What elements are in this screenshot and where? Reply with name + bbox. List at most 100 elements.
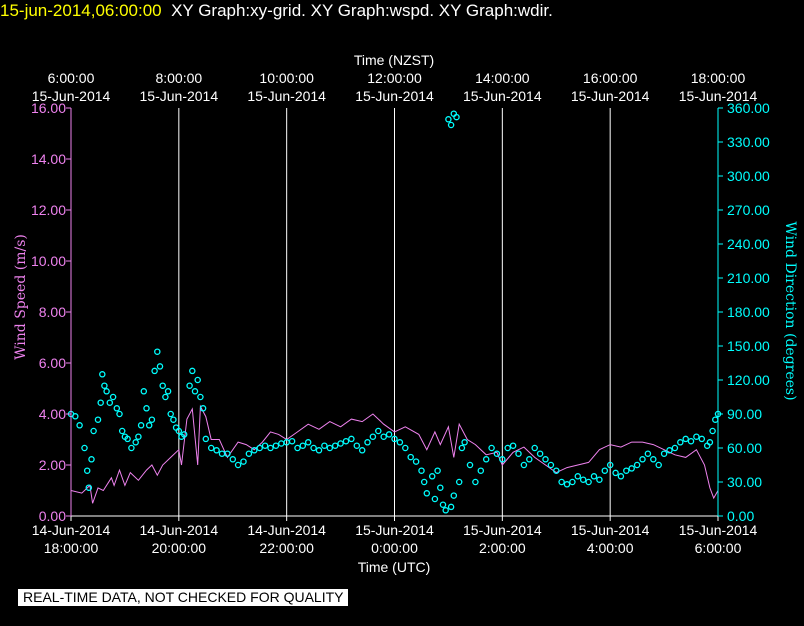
right-tick-label: 30.00	[727, 474, 762, 490]
top-tick-time: 6:00:00	[48, 70, 95, 86]
wind-direction-point	[321, 442, 328, 449]
wind-direction-point	[542, 456, 549, 463]
wind-direction-point	[442, 507, 449, 514]
right-tick-label: 180.00	[727, 304, 770, 320]
right-tick-label: 60.00	[727, 440, 762, 456]
right-tick-label: 300.00	[727, 168, 770, 184]
left-tick-label: 12.00	[31, 202, 66, 218]
wind-direction-point	[431, 495, 439, 503]
bottom-tick-date: 14-Jun-2014	[247, 522, 326, 538]
wind-direction-point	[579, 476, 587, 483]
left-tick-label: 14.00	[31, 151, 66, 167]
wind-direction-point	[189, 367, 196, 375]
top-tick-date: 15-Jun-2014	[463, 88, 542, 104]
wind-direction-point	[348, 435, 355, 443]
wind-direction-point	[601, 467, 609, 474]
bottom-tick-date: 14-Jun-2014	[140, 522, 219, 538]
bottom-tick-time: 18:00:00	[44, 540, 99, 556]
wind-direction-point	[461, 439, 468, 446]
wind-direction-point	[623, 467, 630, 474]
wind-direction-point	[396, 439, 404, 446]
wind-direction-point	[81, 444, 88, 452]
wind-direction-point	[261, 442, 269, 449]
right-tick-label: 150.00	[727, 338, 770, 354]
bottom-tick-date: 15-Jun-2014	[355, 522, 434, 538]
wind-direction-point	[234, 461, 242, 469]
wind-direction-point	[272, 442, 280, 449]
wind-direction-series	[67, 110, 722, 514]
wind-direction-point	[482, 456, 490, 463]
wind-direction-point	[256, 444, 263, 452]
wind-direction-point	[687, 437, 695, 445]
wind-direction-point	[488, 444, 495, 452]
top-tick-date: 15-Jun-2014	[32, 88, 111, 104]
wind-direction-point	[180, 431, 188, 438]
top-tick-time: 18:00:00	[691, 70, 746, 86]
bottom-tick-time: 6:00:00	[695, 540, 742, 556]
quality-warning-banner: REAL-TIME DATA, NOT CHECKED FOR QUALITY	[18, 589, 349, 606]
wind-direction-point	[331, 442, 339, 449]
wind-direction-point	[504, 444, 511, 452]
left-tick-label: 6.00	[39, 355, 66, 371]
wind-direction-point	[407, 453, 414, 461]
wind-direction-point	[202, 435, 210, 443]
wind-direction-point	[88, 456, 95, 463]
left-axis-ticks: 0.00 2.00 4.00 6.00 8.00 10.00 12.00 14.00 16.00	[31, 100, 71, 524]
wind-direction-point	[116, 410, 123, 418]
wind-direction-point	[106, 399, 114, 406]
wind-direction-point	[251, 447, 258, 454]
wind-direction-point	[375, 427, 382, 435]
wind-direction-point	[445, 116, 452, 123]
wind-direction-point	[109, 393, 117, 401]
wind-direction-point	[466, 461, 474, 469]
top-tick-time: 10:00:00	[259, 70, 314, 86]
top-tick-time: 12:00:00	[367, 70, 422, 86]
wind-direction-point	[569, 478, 576, 486]
top-tick-time: 16:00:00	[583, 70, 638, 86]
wind-direction-point	[434, 467, 441, 474]
right-tick-label: 120.00	[727, 372, 770, 388]
chart-header: 15-jun-2014,06:00:00 XY Graph:xy-grid. X…	[0, 0, 553, 22]
bottom-tick-date: 15-Jun-2014	[463, 522, 542, 538]
wind-direction-point	[596, 476, 603, 483]
wind-direction-point	[170, 416, 177, 423]
wind-direction-point	[590, 473, 598, 480]
bottom-axis-ticks: 14-Jun-2014 18:00:00 14-Jun-2014 20:00:00 14…	[32, 516, 758, 556]
right-tick-label: 90.00	[727, 406, 762, 422]
wind-direction-point	[385, 431, 393, 438]
wind-direction-point	[650, 456, 657, 463]
bottom-tick-date: 15-Jun-2014	[571, 522, 650, 538]
wind-direction-point	[240, 458, 247, 465]
bottom-tick-time: 22:00:00	[259, 540, 314, 556]
wind-direction-point	[682, 435, 689, 443]
wind-direction-point	[364, 439, 371, 446]
wind-direction-point	[612, 469, 619, 477]
wind-direction-point	[617, 473, 625, 480]
top-tick-date: 15-Jun-2014	[140, 88, 219, 104]
wind-direction-point	[137, 422, 145, 429]
top-tick-date: 15-Jun-2014	[355, 88, 434, 104]
wind-direction-point	[218, 450, 226, 457]
wind-direction-point	[162, 393, 169, 401]
wind-direction-point	[574, 473, 582, 480]
wind-direction-point	[450, 492, 458, 499]
wind-direction-point	[197, 393, 204, 401]
wind-direction-point	[447, 503, 455, 511]
wind-direction-point	[472, 478, 479, 486]
wind-direction-point	[428, 473, 436, 480]
wind-direction-point	[310, 444, 317, 452]
wind-speed-series	[70, 404, 719, 504]
wind-direction-point	[135, 433, 142, 440]
wind-direction-point	[380, 433, 387, 440]
wind-direction-point	[145, 422, 153, 429]
wind-direction-point	[418, 467, 425, 474]
wind-direction-point	[477, 467, 485, 474]
wind-direction-point	[402, 444, 409, 452]
wind-direction-point	[412, 458, 420, 465]
wind-direction-point	[633, 461, 641, 469]
wind-direction-point	[437, 484, 444, 491]
wind-direction-point	[353, 442, 361, 449]
wind-direction-point	[76, 422, 83, 429]
wind-direction-point	[97, 399, 104, 406]
wind-direction-point	[655, 461, 662, 469]
